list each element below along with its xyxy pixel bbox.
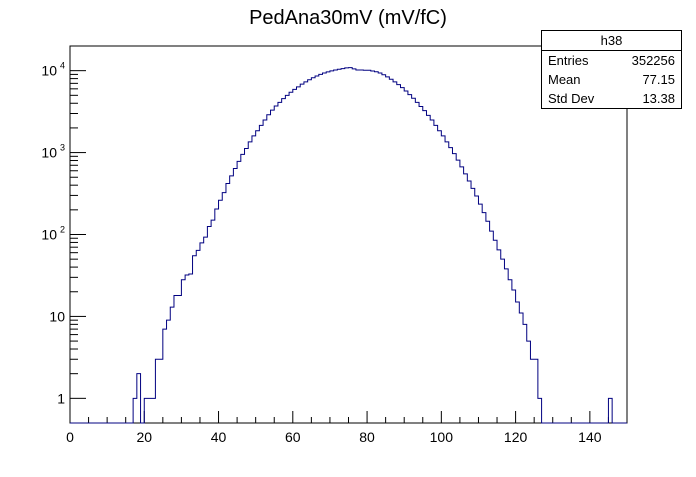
stats-box: h38 Entries 352256 Mean 77.15 Std Dev 13… xyxy=(541,30,682,109)
histogram-line xyxy=(70,67,627,424)
x-axis: 0 20 40 60 80 100 120 140 xyxy=(66,411,628,445)
x-tick-label: 20 xyxy=(136,429,152,445)
x-tick-label: 0 xyxy=(66,429,74,445)
stats-label: Mean xyxy=(548,72,581,87)
x-tick-label: 40 xyxy=(211,429,227,445)
stats-title: h38 xyxy=(542,31,681,51)
stats-value: 77.15 xyxy=(642,72,675,87)
chart-title: PedAna30mV (mV/fC) xyxy=(249,7,447,29)
x-tick-label: 140 xyxy=(578,429,602,445)
stats-row-entries: Entries 352256 xyxy=(542,51,681,70)
y-tick-label: 10 xyxy=(41,145,57,161)
y-tick-label: 10 xyxy=(49,308,65,324)
x-tick-label: 120 xyxy=(504,429,528,445)
stats-label: Entries xyxy=(548,53,589,68)
stats-label: Std Dev xyxy=(548,91,595,106)
x-tick-label: 100 xyxy=(430,429,454,445)
y-tick-label: 10 xyxy=(41,227,57,243)
y-tick-exponent: 4 xyxy=(60,61,65,71)
y-tick-label: 10 xyxy=(41,63,57,79)
x-tick-label: 80 xyxy=(359,429,375,445)
stats-row-mean: Mean 77.15 xyxy=(542,70,681,89)
y-tick-exponent: 2 xyxy=(60,225,65,235)
stats-value: 352256 xyxy=(631,53,675,68)
stats-value: 13.38 xyxy=(642,91,675,106)
x-tick-label: 60 xyxy=(285,429,301,445)
y-tick-exponent: 3 xyxy=(60,143,65,153)
y-tick-label: 1 xyxy=(57,390,65,406)
stats-row-stddev: Std Dev 13.38 xyxy=(542,89,681,108)
